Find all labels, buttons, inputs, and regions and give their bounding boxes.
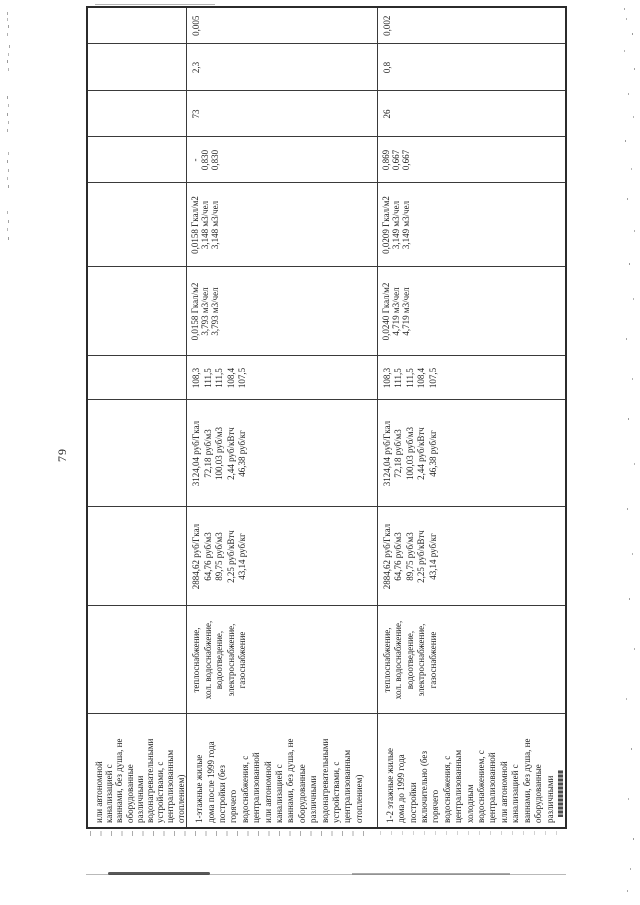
cell-tariff-after: 3124,04 руб/Гкал 72,18 руб/м3 100,03 руб… (186, 400, 378, 507)
cell-value (87, 7, 187, 44)
cell-value: 0,005 (186, 7, 378, 44)
cell-growth-index: 108,3 111,5 111,5 108,4 107,5 (186, 356, 378, 400)
cell-coef (87, 137, 187, 183)
cell-value: 73 (186, 91, 378, 137)
cell-category: 1-2 этажные жилые дома до 1999 года пост… (377, 714, 566, 828)
cell-norm-a: 0,0240 Гкал/м2 4,719 м3/чел 4,719 м3/чел (377, 267, 566, 356)
table-row-2: 1-2 этажные жилые дома до 1999 года пост… (377, 7, 566, 828)
cell-value: 0,002 (377, 7, 566, 44)
scan-streak-mid (352, 873, 510, 875)
cell-norm-a: 0,0158 Гкал/м2 3,793 м3/чел 3,793 м3/чел (186, 267, 378, 356)
cell-services (87, 606, 187, 714)
scan-streak (86, 874, 566, 875)
scan-noise-right-margin (624, 8, 625, 10)
cell-value: 26 (377, 91, 566, 137)
cell-norm-b (87, 183, 187, 267)
cell-coef: 0,869 0,667 0,667 (377, 137, 566, 183)
table-row-continuation: или автономной канализацией с ваннами, б… (87, 7, 187, 828)
cell-value: 2,3 (186, 44, 378, 91)
cell-norm-b: 0,0209 Гкал/м2 3,149 м3/чел 3,149 м3/чел (377, 183, 566, 267)
tariff-table: или автономной канализацией с ваннами, б… (86, 6, 567, 829)
cell-growth-index: 108,3 111,5 111,5 108,4 107,5 (377, 356, 566, 400)
cell-category: или автономной канализацией с ваннами, б… (87, 714, 187, 828)
cell-tariff-before (87, 507, 187, 606)
cell-tariff-before: 2884,62 руб/Гкал 64,76 руб/м3 89,75 руб/… (186, 507, 378, 606)
cell-services: теплоснабжение, хол. водоснабжение, водо… (377, 606, 566, 714)
cell-tariff-after: 3124,04 руб/Гкал 72,18 руб/м3 100,03 руб… (377, 400, 566, 507)
cell-tariff-after (87, 400, 187, 507)
cell-services: теплоснабжение, хол. водоснабжение, водо… (186, 606, 378, 714)
cell-norm-b: 0,0158 Гкал/м2 3,148 м3/чел 3,148 м3/чел (186, 183, 378, 267)
tariff-table-rotated: или автономной канализацией с ваннами, б… (86, 6, 567, 829)
scan-noise-left-margin (7, 12, 8, 15)
scan-bleed-ticks (380, 831, 560, 835)
cell-category: 1-этажные жилые дома после 1999 года пос… (186, 714, 378, 828)
scan-line-shadow (95, 4, 215, 5)
page-number: 79 (55, 448, 69, 462)
cell-value (87, 44, 187, 91)
cell-coef: - 0,830 0,830 (186, 137, 378, 183)
scan-border-smudge (558, 770, 563, 817)
scan-streak-dark (108, 872, 210, 875)
rotated-table-area: или автономной канализацией с ваннами, б… (86, 6, 567, 829)
table-row-1: 1-этажные жилые дома после 1999 года пос… (186, 7, 378, 828)
cell-value (87, 91, 187, 137)
cell-norm-a (87, 267, 187, 356)
cell-value: 0,8 (377, 44, 566, 91)
scan-bleed-ticks (90, 831, 372, 836)
cell-tariff-before: 2884,62 руб/Гкал 64,76 руб/м3 89,75 руб/… (377, 507, 566, 606)
cell-growth-index (87, 356, 187, 400)
